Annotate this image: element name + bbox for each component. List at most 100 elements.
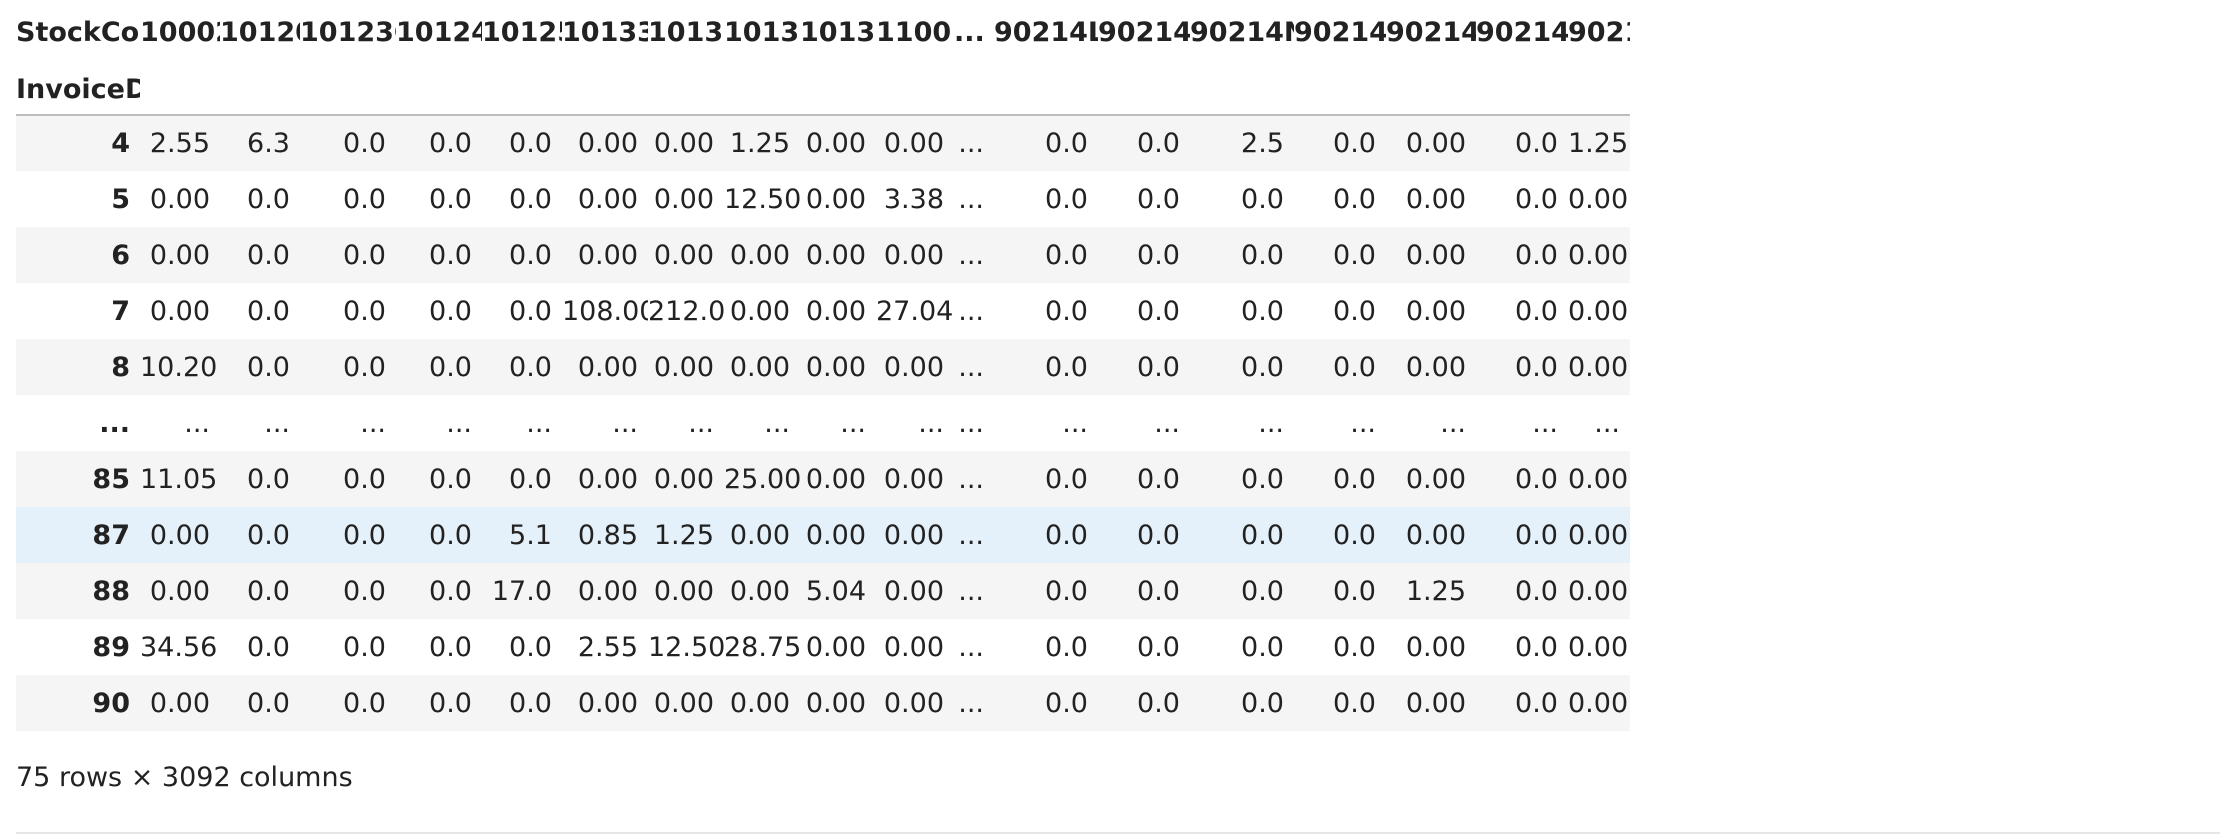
table-cell: 0.0 (1137, 519, 1180, 551)
table-cell: 0.0 (1333, 687, 1376, 719)
table-cell: 0.0 (1045, 351, 1088, 383)
table-cell: 34.56 (140, 631, 218, 663)
table-cell: 0.0 (1333, 295, 1376, 327)
table-cell: 0.00 (577, 128, 638, 159)
table-cell: 0.00 (1568, 631, 1629, 663)
table-cell: 0.0 (1137, 687, 1180, 719)
table-cell: 0.00 (149, 239, 210, 271)
table-cell: 2.55 (149, 128, 210, 159)
table-row: 85 11.05 0.0 0.0 0.0 0.0 0.00 0.00 25.00 0.00 0.00… (16, 451, 1630, 507)
table-cell: 0.0 (1137, 463, 1180, 495)
empty-header-cell (300, 64, 396, 115)
table-row: 88 0.00 0.0 0.0 0.0 17.0 0.00 0.00 0.00 5.04 0.00.… (16, 563, 1630, 619)
table-cell: 25.00 (724, 463, 800, 495)
table-cell: 0.0 (1241, 463, 1284, 495)
table-cell: 0.00 (577, 575, 638, 607)
table-cell: ... (958, 295, 984, 327)
column-header-ellipsis: ... (954, 16, 985, 48)
index-name-row: InvoiceDate (16, 64, 1630, 115)
table-cell: 0.0 (1333, 575, 1376, 607)
table-cell: 0.00 (1568, 239, 1629, 271)
table-cell: 0.0 (1045, 519, 1088, 551)
table-cell: 0.0 (1137, 295, 1180, 327)
table-cell: ... (264, 407, 290, 439)
dataframe-scroll-container[interactable]: StockCode 100021012010123C10124A10125101… (16, 0, 2220, 731)
table-cell: 0.00 (805, 351, 866, 383)
table-cell: 0.00 (729, 687, 790, 719)
table-cell: ... (958, 351, 984, 383)
table-cell: ... (446, 407, 472, 439)
table-cell: 0.00 (729, 575, 790, 607)
empty-header-cell (562, 64, 648, 115)
table-cell: ... (918, 407, 944, 439)
table-cell: 0.0 (429, 295, 472, 327)
table-cell: 0.0 (1515, 239, 1558, 271)
table-cell: 0.00 (1568, 295, 1629, 327)
table-cell: 0.0 (343, 463, 386, 495)
table-cell: 0.00 (653, 128, 714, 159)
table-cell: 0.0 (1515, 463, 1558, 495)
table-cell: 0.0 (343, 519, 386, 551)
table-cell: 0.0 (1241, 519, 1284, 551)
table-cell: 0.0 (1515, 519, 1558, 551)
table-cell: 0.0 (1045, 239, 1088, 271)
table-row: 6 0.00 0.0 0.0 0.0 0.0 0.00 0.00 0.00 0.00 0.00...… (16, 227, 1630, 283)
table-cell: ... (1594, 407, 1620, 439)
table-cell: 0.00 (1568, 463, 1629, 495)
table-cell: 3.38 (883, 183, 944, 215)
table-cell: 0.0 (429, 631, 472, 663)
table-cell: 0.00 (883, 463, 944, 495)
table-cell: 0.0 (343, 631, 386, 663)
table-cell: ... (184, 407, 210, 439)
table-cell: 0.00 (729, 351, 790, 383)
table-cell: ... (958, 463, 984, 495)
table-cell: 17.0 (491, 575, 552, 607)
table-cell: 0.0 (1045, 295, 1088, 327)
table-cell: 0.00 (883, 128, 944, 159)
table-cell: ... (840, 407, 866, 439)
table-cell: 0.0 (1241, 575, 1284, 607)
table-cell: 0.0 (1241, 351, 1284, 383)
empty-header-cell (220, 64, 300, 115)
row-index-label: 87 (92, 519, 130, 551)
column-header-10123C: 10123C (300, 16, 396, 48)
table-cell: 0.00 (729, 239, 790, 271)
empty-header-cell (1568, 64, 1630, 115)
row-index-label: 8 (111, 351, 130, 383)
empty-header-cell (800, 64, 876, 115)
table-cell: ... (1350, 407, 1376, 439)
table-cell: 0.00 (1405, 687, 1466, 719)
table-cell: 0.00 (1405, 631, 1466, 663)
table-cell: 0.00 (577, 239, 638, 271)
column-header-90214R: 90214R (1476, 16, 1568, 48)
table-cell: 0.0 (429, 239, 472, 271)
table-cell: 108.00 (562, 295, 648, 327)
table-cell: 0.00 (149, 183, 210, 215)
table-cell: 0.00 (805, 128, 866, 159)
table-cell: 0.0 (343, 295, 386, 327)
row-index-label: 88 (92, 575, 130, 607)
table-row: 87 0.00 0.0 0.0 0.0 5.1 0.85 1.25 0.00 0.00 0.00..… (16, 507, 1630, 563)
table-cell: 0.00 (1568, 519, 1629, 551)
table-cell: 0.0 (1333, 519, 1376, 551)
table-cell: 0.0 (1333, 128, 1376, 159)
table-cell: 0.0 (247, 687, 290, 719)
table-cell: 0.0 (1241, 295, 1284, 327)
table-cell: ... (764, 407, 790, 439)
table-cell: 2.55 (577, 631, 638, 663)
table-cell: 0.0 (1333, 239, 1376, 271)
row-index-label: ... (99, 407, 130, 439)
table-cell: 11.05 (140, 463, 218, 495)
table-cell: 0.00 (1568, 351, 1629, 383)
table-cell: 0.0 (1137, 239, 1180, 271)
table-cell: 0.00 (1405, 295, 1466, 327)
table-cell: 0.00 (1568, 687, 1629, 719)
table-cell: 0.0 (1241, 239, 1284, 271)
table-cell: 5.04 (805, 575, 866, 607)
table-cell: 0.00 (805, 239, 866, 271)
empty-header-cell (994, 64, 1098, 115)
empty-header-cell (648, 64, 724, 115)
table-cell: 0.00 (653, 183, 714, 215)
empty-header-cell (140, 64, 220, 115)
table-cell: 0.0 (1045, 575, 1088, 607)
